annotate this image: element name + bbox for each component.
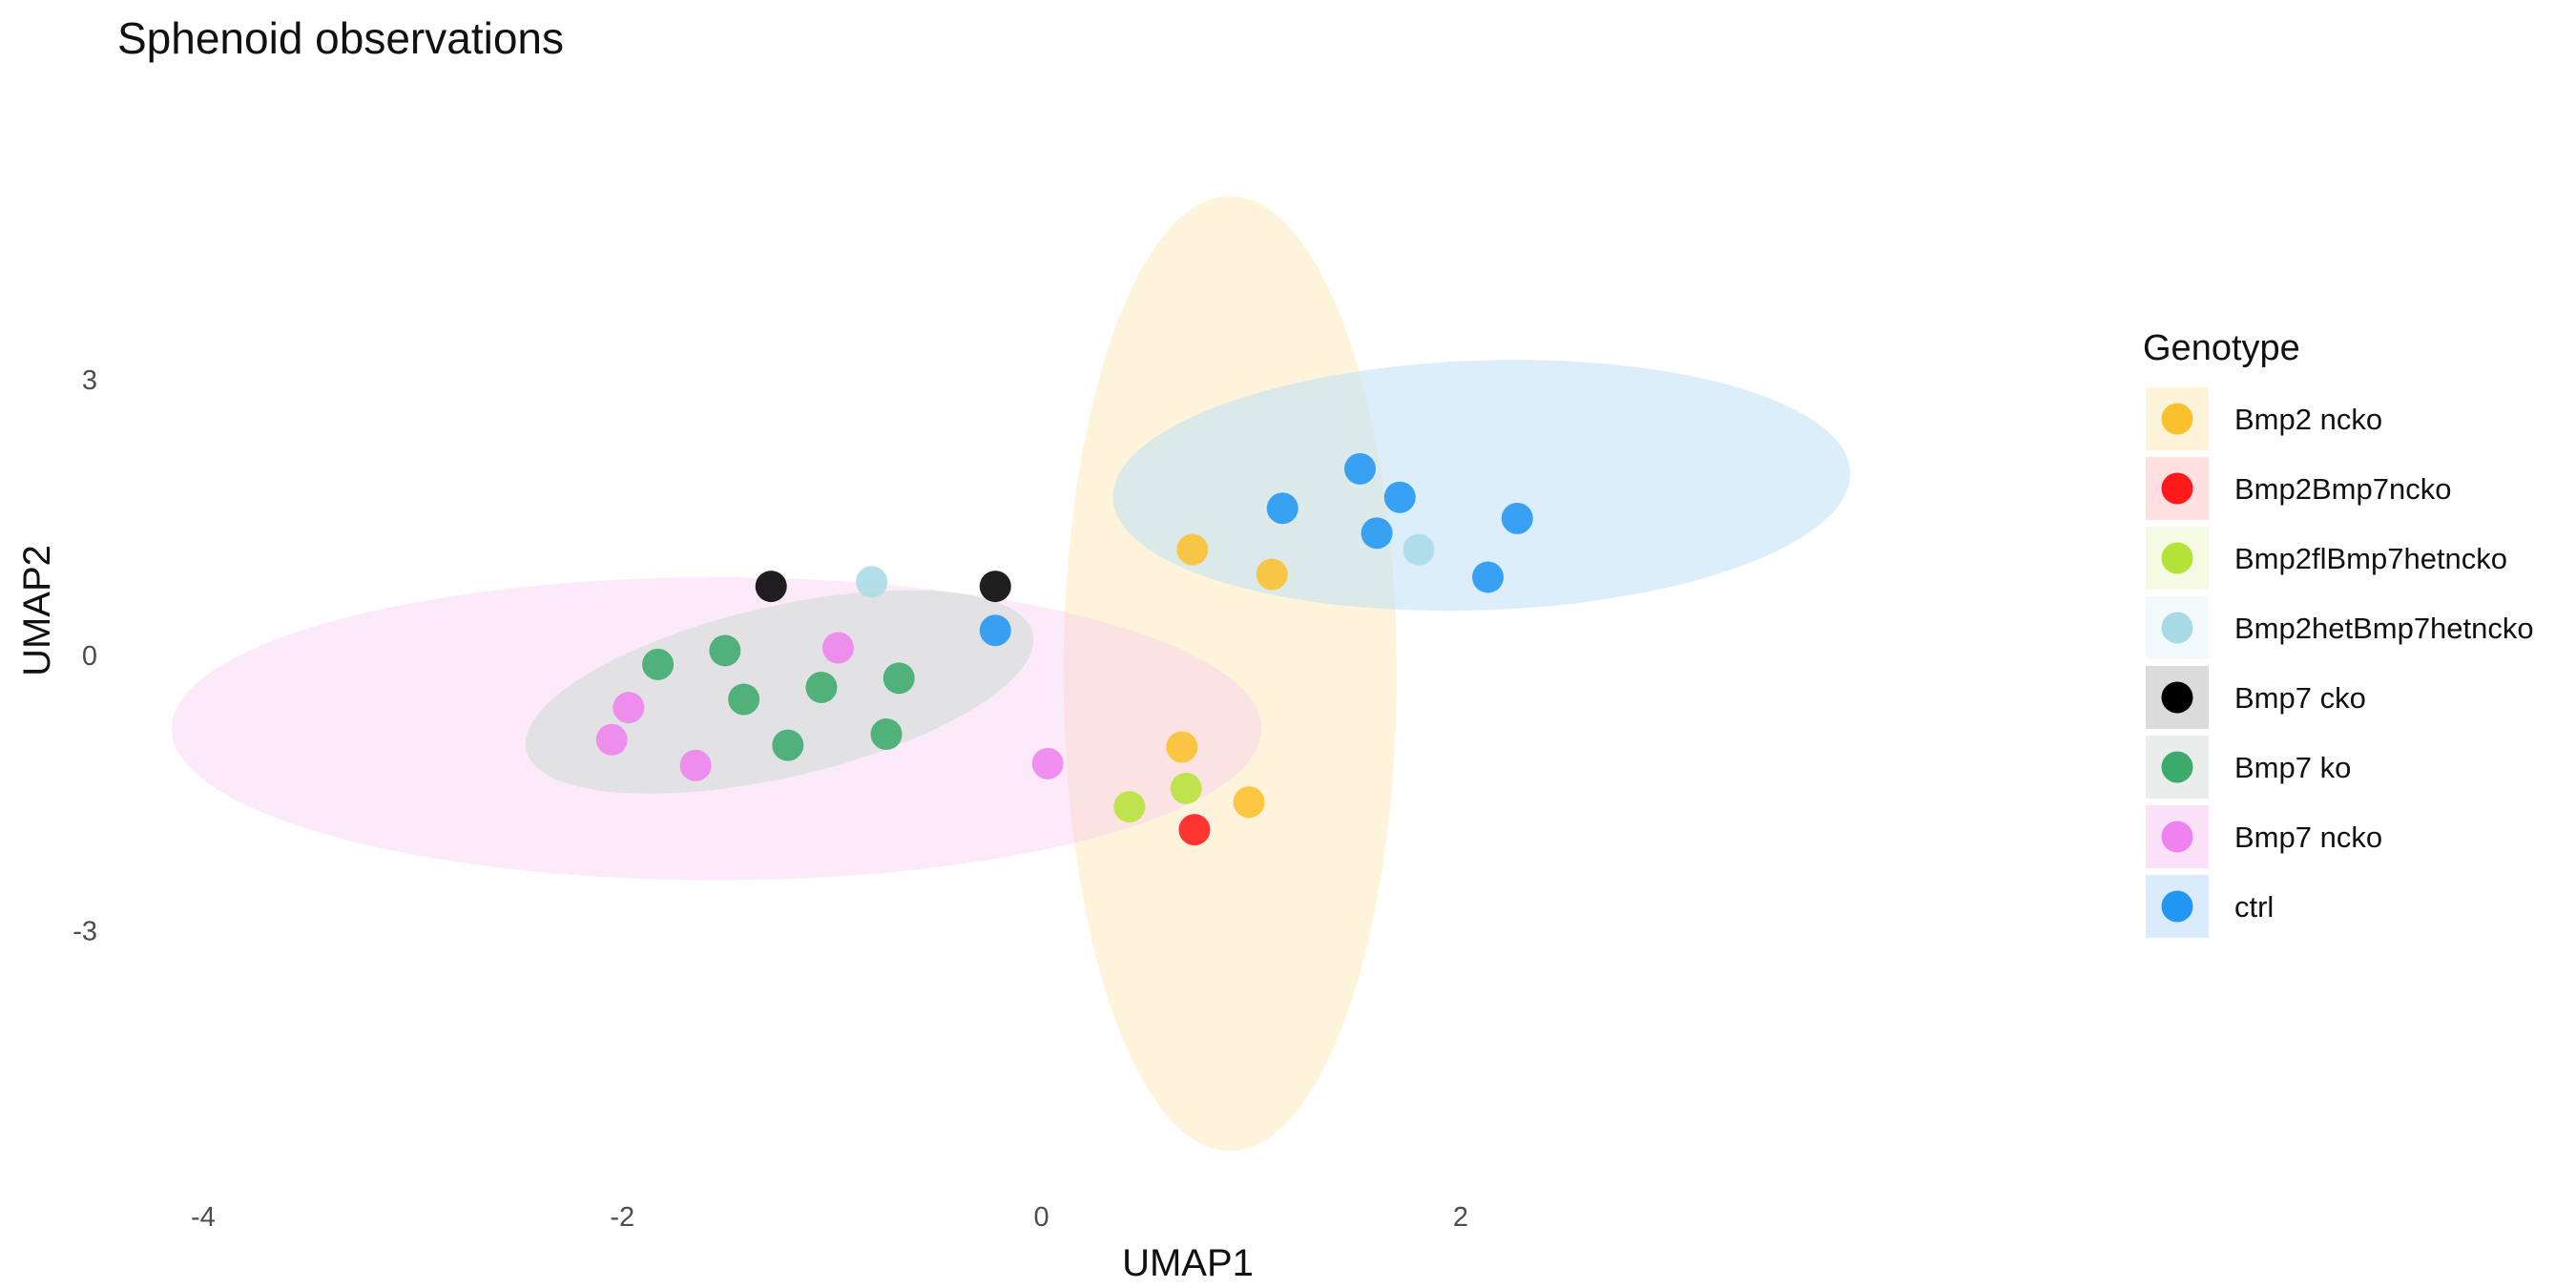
x-tick-label: -2 — [610, 1202, 634, 1233]
x-tick-label: 2 — [1453, 1202, 1468, 1233]
legend-key-swatch — [2161, 751, 2193, 783]
point-bmp7-ncko-4 — [822, 632, 855, 664]
legend-item-bmp7-ncko: Bmp7 ncko — [2146, 805, 2382, 868]
point-bmp7-ko-4 — [772, 729, 804, 761]
point-bmp2-ncko-3 — [1176, 533, 1209, 566]
x-axis-title: UMAP1 — [1122, 1242, 1254, 1284]
point-bmp7-cko-2 — [979, 571, 1011, 603]
point-bmp2-ncko-4 — [1256, 558, 1288, 591]
point-ctrl-1 — [979, 614, 1011, 647]
point-bmp7-ko-7 — [883, 662, 915, 695]
point-bmp7-cko-1 — [755, 571, 787, 603]
data-points — [595, 452, 1533, 846]
legend-item-bmp7-cko: Bmp7 cko — [2146, 666, 2366, 729]
point-bmp2flbmp7hetncko-1 — [1113, 791, 1146, 823]
point-bmp7-ko-1 — [642, 648, 675, 680]
ellipse-ctrl — [1112, 360, 1851, 612]
point-bmp7-ko-5 — [805, 671, 838, 703]
point-bmp2hetbmp7hetncko-1 — [856, 566, 888, 598]
legend-key-swatch — [2161, 821, 2193, 853]
legend-item-bmp2flbmp7hetncko: Bmp2flBmp7hetncko — [2146, 527, 2507, 590]
point-bmp7-ncko-3 — [679, 749, 712, 781]
x-axis-ticks: -4 -2 0 2 — [191, 1202, 1468, 1233]
legend-item-bmp7-ko: Bmp7 ko — [2146, 736, 2351, 799]
point-ctrl-4 — [1361, 517, 1393, 550]
legend-key-swatch — [2161, 403, 2193, 435]
point-ctrl-3 — [1344, 452, 1377, 485]
point-bmp2bmp7ncko-1 — [1178, 814, 1211, 846]
legend-label: Bmp2hetBmp7hetncko — [2234, 612, 2534, 645]
legend-items: Bmp2 ncko Bmp2Bmp7ncko Bmp2flBmp7hetncko Bm… — [2146, 387, 2534, 938]
point-bmp2-ncko-2 — [1233, 786, 1265, 819]
point-ctrl-7 — [1501, 502, 1533, 534]
point-bmp2flbmp7hetncko-2 — [1170, 772, 1202, 804]
chart-title: Sphenoid observations — [117, 13, 564, 63]
legend: Genotype Bmp2 ncko Bmp2Bmp7ncko Bmp2flBmp7… — [2143, 328, 2534, 938]
point-ctrl-5 — [1383, 481, 1416, 513]
point-bmp2hetbmp7hetncko-2 — [1402, 533, 1435, 566]
legend-key-swatch — [2161, 681, 2193, 714]
point-bmp7-ko-3 — [728, 683, 760, 716]
point-bmp7-ncko-5 — [1031, 747, 1064, 779]
legend-label: ctrl — [2234, 890, 2274, 924]
legend-label: Bmp7 ncko — [2234, 821, 2382, 854]
y-tick-label: 3 — [82, 365, 97, 396]
legend-key-swatch — [2161, 890, 2193, 923]
legend-key-swatch — [2161, 472, 2193, 505]
y-tick-label: -3 — [73, 917, 97, 947]
point-ctrl-2 — [1266, 492, 1298, 525]
legend-label: Bmp7 cko — [2234, 681, 2366, 715]
legend-item-bmp2bmp7ncko: Bmp2Bmp7ncko — [2146, 457, 2451, 520]
y-axis-ticks: -3 0 3 — [73, 365, 97, 947]
confidence-ellipses — [171, 196, 1851, 1152]
legend-label: Bmp7 ko — [2234, 751, 2351, 784]
y-tick-label: 0 — [82, 641, 97, 672]
point-ctrl-6 — [1472, 561, 1505, 593]
ellipse-bmp7-ko — [525, 590, 1034, 794]
point-bmp7-ko-2 — [709, 634, 741, 667]
legend-label: Bmp2 ncko — [2234, 403, 2382, 436]
legend-title: Genotype — [2143, 328, 2300, 368]
point-bmp2-ncko-1 — [1166, 731, 1198, 763]
legend-key-swatch — [2161, 542, 2193, 574]
legend-key-swatch — [2161, 612, 2193, 644]
legend-label: Bmp2flBmp7hetncko — [2234, 542, 2507, 575]
point-bmp7-ko-6 — [870, 718, 903, 751]
x-tick-label: 0 — [1034, 1202, 1049, 1233]
y-axis-title: UMAP2 — [16, 545, 58, 676]
legend-item-bmp2-ncko: Bmp2 ncko — [2146, 387, 2382, 450]
point-bmp7-ncko-1 — [595, 723, 628, 756]
point-bmp7-ncko-2 — [613, 692, 645, 724]
legend-item-bmp2hetbmp7hetncko: Bmp2hetBmp7hetncko — [2146, 596, 2534, 659]
legend-item-ctrl: ctrl — [2146, 875, 2274, 938]
legend-label: Bmp2Bmp7ncko — [2234, 472, 2451, 506]
x-tick-label: -4 — [191, 1202, 216, 1233]
